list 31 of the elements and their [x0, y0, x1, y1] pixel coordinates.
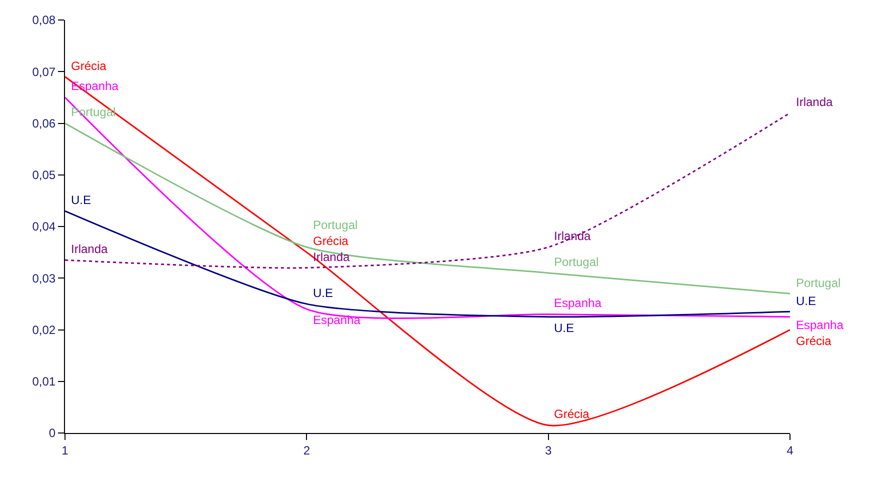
y-tick-label: 0,07 — [32, 64, 56, 79]
x-tick-label: 2 — [303, 443, 310, 458]
text: U.E — [313, 286, 334, 300]
text: Espanha — [796, 318, 844, 332]
text: U.E — [796, 294, 816, 308]
x-tick-label: 3 — [544, 443, 552, 458]
series-label: Portugal — [554, 255, 599, 269]
series-label: Grécia — [554, 407, 590, 421]
series-label: U.E — [554, 321, 574, 335]
text: Portugal — [313, 218, 358, 232]
y-tick-label: 0,02 — [32, 322, 56, 337]
y-tick-label: 0,01 — [32, 374, 56, 389]
y-tick-label: 0,03 — [32, 271, 56, 286]
x-tick-label: 4 — [786, 443, 794, 458]
series-label: Espanha — [313, 313, 361, 327]
text: U.E — [71, 193, 92, 207]
y-tick-label: 0,06 — [32, 116, 56, 130]
text: Grécia — [313, 234, 348, 248]
text: Irlanda — [796, 95, 833, 109]
y-tick-label: 0,08 — [32, 13, 56, 28]
y-tick-label: 0,04 — [32, 220, 56, 234]
text: Portugal — [796, 276, 841, 290]
y-tick-label: 0,05 — [32, 168, 56, 182]
text: Irlanda — [313, 250, 350, 264]
x-tick-label: 1 — [62, 443, 69, 458]
line-series — [65, 76, 790, 426]
text: Grécia — [71, 59, 106, 73]
text: Irlanda — [71, 242, 108, 256]
y-tick-label: 0 — [48, 426, 56, 440]
text: Espanha — [554, 296, 602, 310]
text: Grécia — [796, 334, 832, 348]
